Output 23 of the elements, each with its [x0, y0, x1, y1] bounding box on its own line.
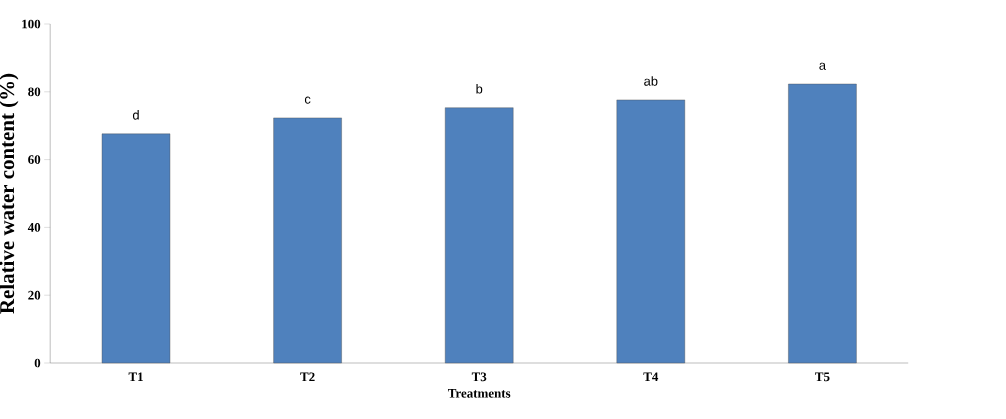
x-tick-label: T3: [471, 372, 487, 382]
y-tick-label: 80: [28, 87, 41, 97]
y-tick-label: 40: [27, 223, 41, 232]
x-tick-label: T5: [815, 372, 830, 382]
bar: [101, 133, 171, 364]
x-tick-label: T2: [300, 372, 315, 382]
x-axis-title: Treatments: [448, 389, 511, 398]
x-tick-label: T1: [128, 372, 143, 382]
y-tick-label: 100: [22, 19, 41, 29]
y-tick-label: 20: [28, 290, 41, 300]
bar: [788, 83, 857, 364]
x-tick-label: T4: [643, 372, 659, 382]
annotation: b: [476, 84, 483, 94]
annotation: a: [819, 62, 827, 70]
y-tick-label: 0: [34, 358, 41, 368]
bar: [445, 107, 514, 364]
y-tick-label: 60: [28, 155, 41, 164]
bar: [273, 117, 342, 364]
annotation: ab: [644, 76, 658, 86]
annotation: c: [304, 96, 311, 104]
y-axis-title: Relative water content (%): [0, 73, 19, 314]
annotation: d: [132, 110, 139, 120]
bar: [616, 99, 685, 364]
